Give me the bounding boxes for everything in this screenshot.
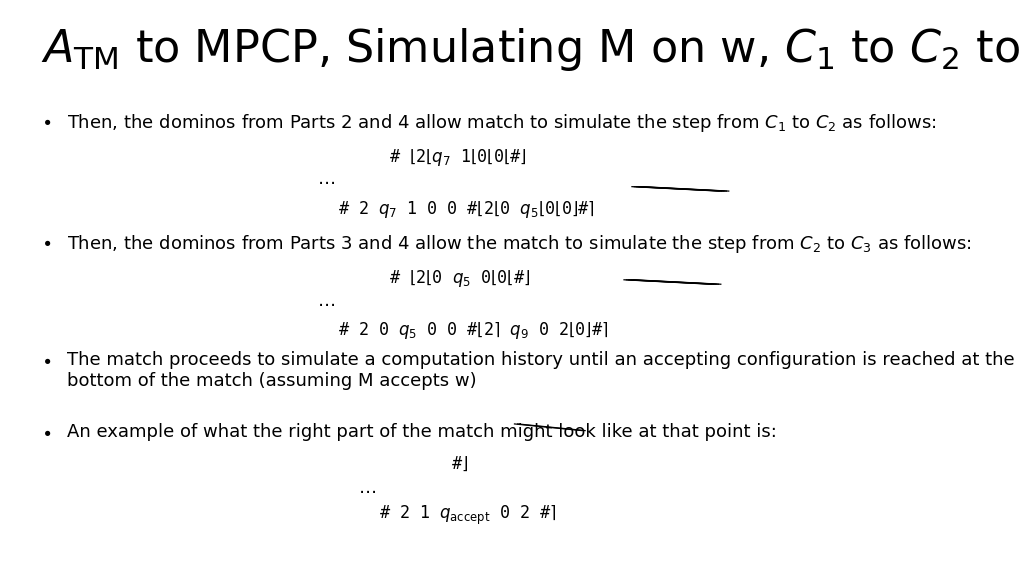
Text: Then, the dominos from Parts 3 and 4 allow the match to simulate the step from $: Then, the dominos from Parts 3 and 4 all… bbox=[67, 233, 972, 255]
Text: $\bullet$: $\bullet$ bbox=[41, 233, 51, 251]
Text: The match proceeds to simulate a computation history until an accepting configur: The match proceeds to simulate a computa… bbox=[67, 351, 1014, 390]
Text: # $\lfloor$2$\lfloor$$q_7$ 1$\lfloor$0$\lfloor$0$\lfloor$#$\rfloor$: # $\lfloor$2$\lfloor$$q_7$ 1$\lfloor$0$\… bbox=[389, 147, 527, 168]
Text: $\ldots$: $\ldots$ bbox=[358, 479, 377, 497]
Text: # 2 0 $q_5$ 0 0 #$\lfloor$2$\rceil$ $q_9$ 0 2$\lfloor$0$\rfloor$#$\rceil$: # 2 0 $q_5$ 0 0 #$\lfloor$2$\rceil$ $q_9… bbox=[338, 320, 608, 340]
Text: $\ldots$: $\ldots$ bbox=[317, 170, 336, 188]
Text: # 2 1 $q_{\mathrm{accept}}$ 0 2 #$\rceil$: # 2 1 $q_{\mathrm{accept}}$ 0 2 #$\rceil… bbox=[379, 504, 556, 527]
Text: $\ldots$: $\ldots$ bbox=[317, 292, 336, 310]
Text: $\bullet$: $\bullet$ bbox=[41, 112, 51, 130]
Text: # 2 $q_7$ 1 0 0 #$\lfloor$2$\lfloor$0 $q_5$$\lfloor$0$\lfloor$0$\rfloor$#$\rceil: # 2 $q_7$ 1 0 0 #$\lfloor$2$\lfloor$0 $q… bbox=[338, 199, 594, 219]
Text: #$\rfloor$: #$\rfloor$ bbox=[451, 455, 468, 473]
Text: Then, the dominos from Parts 2 and 4 allow match to simulate the step from $C_1$: Then, the dominos from Parts 2 and 4 all… bbox=[67, 112, 936, 134]
Text: $\bullet$: $\bullet$ bbox=[41, 423, 51, 441]
Text: $A_{\mathrm{TM}}$ to MPCP, Simulating M on w, $C_1$ to $C_2$ to $C_3$: $A_{\mathrm{TM}}$ to MPCP, Simulating M … bbox=[41, 26, 1024, 73]
Text: An example of what the right part of the match might look like at that point is:: An example of what the right part of the… bbox=[67, 423, 776, 441]
Text: # $\lfloor$2$\lfloor$0 $q_5$ 0$\lfloor$0$\lfloor$#$\rfloor$: # $\lfloor$2$\lfloor$0 $q_5$ 0$\lfloor$0… bbox=[389, 268, 530, 289]
Text: $\bullet$: $\bullet$ bbox=[41, 351, 51, 369]
